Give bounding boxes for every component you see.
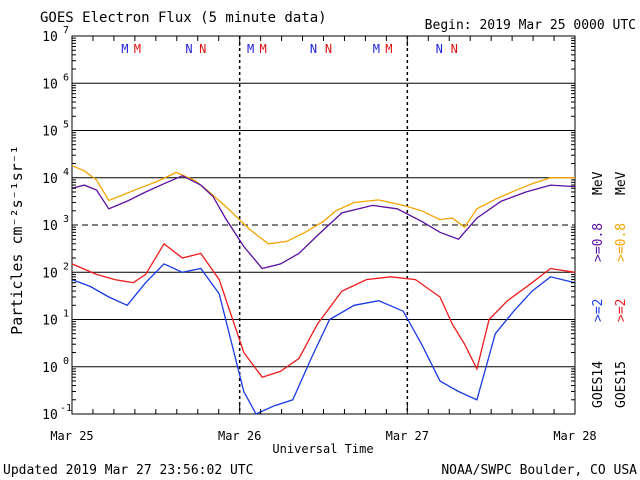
y-tick-label: 10: [42, 361, 58, 376]
marker-M: M: [373, 42, 380, 56]
y-tick-label: 10: [42, 314, 58, 329]
y-tick-label: 10: [42, 172, 58, 187]
day-separators: [238, 36, 409, 414]
marker-M: M: [247, 42, 254, 56]
right-legend: GOES14 GOES15 >=2 >=2 >=0.8 >=0.8 MeV Me…: [591, 171, 629, 408]
series-goes15-2-mev: [71, 242, 576, 378]
mev-label-right: MeV: [614, 171, 629, 195]
updated-time: Updated 2019 Mar 27 23:56:02 UTC: [3, 463, 253, 478]
y-tick-exponent: 5: [63, 120, 69, 131]
goes15-08mev-label: >=0.8: [614, 223, 629, 262]
goes14-08mev-label: >=0.8: [591, 223, 606, 262]
marker-N: N: [185, 42, 192, 56]
y-tick-exponent: 2: [63, 261, 69, 272]
y-tick-exponent: 7: [63, 25, 69, 36]
series-goes14-0-8-mev: [71, 175, 576, 270]
x-tick-label: Mar 26: [218, 429, 261, 443]
y-tick-exponent: 0: [63, 356, 69, 367]
y-tick-exponent: 3: [63, 214, 69, 225]
y-tick-label: 10: [42, 125, 58, 140]
x-axis-ticks: Mar 25 Mar 26 Mar 27 Mar 28: [50, 36, 597, 443]
y-tick-exponent: 1: [63, 309, 69, 320]
series-goes15-0-8-mev: [71, 165, 575, 245]
goes14-label: GOES14: [591, 361, 606, 408]
y-tick-label: 10: [42, 219, 58, 234]
marker-M: M: [134, 42, 141, 56]
goes15-label: GOES15: [614, 361, 629, 408]
y-tick-exponent: 6: [63, 72, 69, 83]
marker-N: N: [199, 42, 206, 56]
y-tick-exponent: 4: [63, 167, 69, 178]
marker-M: M: [260, 42, 267, 56]
x-axis-label: Universal Time: [272, 442, 373, 456]
y-tick-label: 10: [42, 266, 58, 281]
goes15-2mev-label: >=2: [614, 299, 629, 322]
marker-N: N: [310, 42, 317, 56]
y-tick-exponent: -1: [60, 403, 72, 414]
marker-N: N: [436, 42, 443, 56]
marker-N: N: [325, 42, 332, 56]
marker-M: M: [385, 42, 392, 56]
x-tick-label: Mar 27: [386, 429, 429, 443]
chart-title: GOES Electron Flux (5 minute data): [40, 10, 327, 26]
credit: NOAA/SWPC Boulder, CO USA: [441, 463, 637, 478]
y-tick-label: 10: [42, 77, 58, 92]
marker-N: N: [451, 42, 458, 56]
mev-label-left: MeV: [591, 171, 606, 195]
goes14-2mev-label: >=2: [591, 299, 606, 322]
marker-M: M: [121, 42, 128, 56]
series-goes14-2-mev: [71, 263, 576, 415]
x-tick-label: Mar 25: [50, 429, 93, 443]
y-axis-label: Particles cm⁻²s⁻¹sr⁻¹: [8, 145, 26, 335]
y-tick-label: 10: [42, 30, 58, 45]
x-tick-label: Mar 28: [553, 429, 596, 443]
begin-time: Begin: 2019 Mar 25 0000 UTC: [425, 18, 636, 33]
y-tick-label: 10: [42, 408, 58, 423]
series-group: [71, 165, 576, 415]
